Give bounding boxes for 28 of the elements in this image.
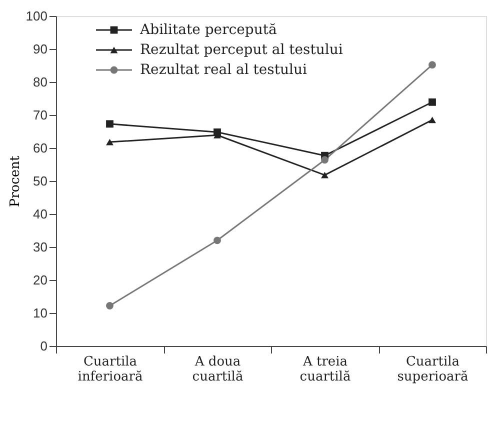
point (428, 98, 436, 106)
legend-label: Abilitate percepută (139, 22, 277, 38)
y-tick-label: 100 (26, 8, 48, 24)
y-tick-label: 10 (33, 306, 48, 320)
y-tick-label: 0 (40, 338, 48, 354)
y-axis-title: Procent (8, 155, 23, 208)
point (428, 116, 436, 124)
x-tick-label: Cuartila superioară (397, 354, 468, 384)
legend-label: Rezultat perceput al testului (140, 42, 344, 58)
y-tick-label: 30 (33, 240, 48, 254)
point (106, 302, 114, 310)
y-tick-label: 50 (33, 174, 48, 188)
x-tick-label: A treia cuartilă (300, 354, 351, 384)
y-tick-label: 70 (33, 108, 48, 122)
point (106, 138, 114, 146)
point (428, 61, 436, 69)
y-tick-label: 90 (33, 42, 48, 56)
point (321, 156, 328, 164)
y-tick-label: 40 (33, 206, 48, 222)
point (106, 120, 114, 128)
x-tick-label: A doua cuartilă (192, 354, 244, 384)
y-tick-label: 60 (33, 140, 48, 156)
x-tick-label: Cuartila inferioară (78, 354, 143, 384)
point (321, 172, 328, 178)
y-tick-label: 80 (33, 74, 48, 90)
legend-label: Rezultat real al testului (140, 62, 308, 78)
y-tick-label: 20 (33, 272, 48, 288)
point (214, 236, 221, 244)
